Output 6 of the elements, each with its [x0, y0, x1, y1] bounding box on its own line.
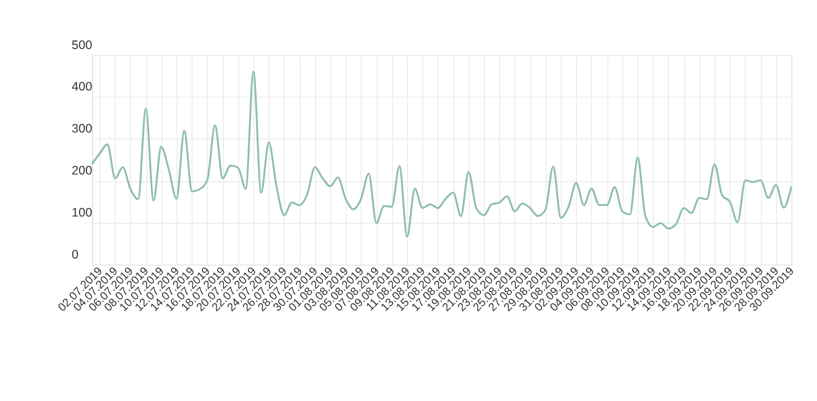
- y-tick-label: 300: [72, 122, 92, 136]
- y-tick-label: 400: [72, 80, 92, 94]
- y-tick-label: 0: [72, 247, 79, 262]
- y-tick-label: 200: [72, 164, 92, 178]
- y-tick-label: 100: [72, 206, 92, 220]
- y-tick-label: 500: [72, 38, 92, 52]
